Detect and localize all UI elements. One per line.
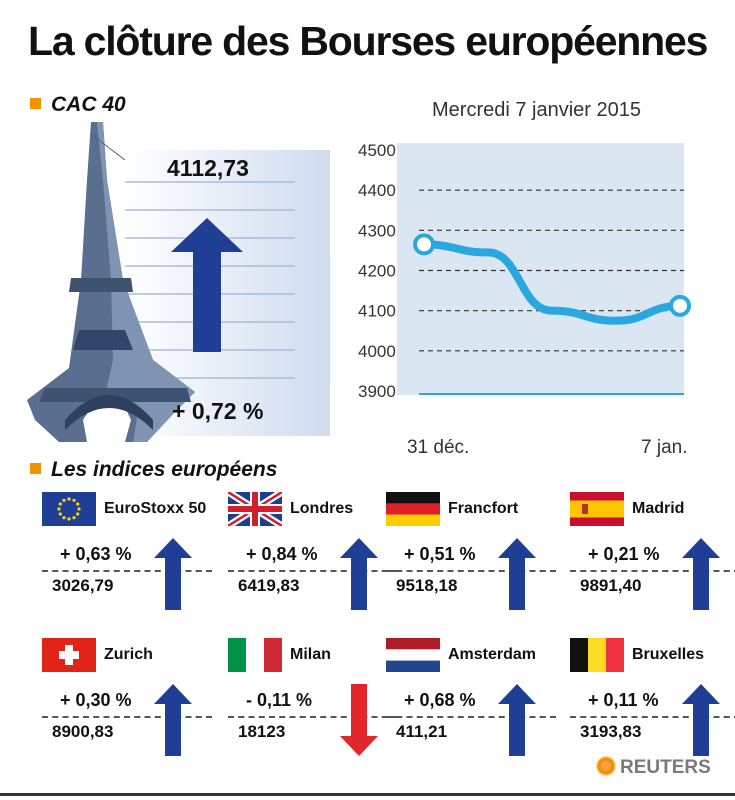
index-change: + 0,84 %	[246, 544, 318, 564]
index-name: Milan	[290, 646, 331, 663]
page-title: La clôture des Bourses européennes	[28, 18, 708, 64]
index-name: Francfort	[448, 500, 519, 517]
index-name: Amsterdam	[448, 646, 537, 663]
y-tick-label: 4500	[358, 141, 396, 160]
y-tick-label: 4100	[358, 302, 396, 321]
germany-flag-icon	[386, 492, 440, 526]
eu-flag-icon	[42, 492, 96, 526]
index-value: 9891,40	[580, 576, 642, 595]
cac-change: + 0,72 %	[172, 398, 264, 424]
dashed-divider	[570, 570, 735, 572]
dashed-divider	[42, 570, 212, 572]
index-name: Madrid	[632, 500, 685, 517]
belgium-flag-icon	[570, 638, 624, 672]
spain-flag-icon	[570, 492, 624, 526]
indices-label: Les indices européens	[51, 458, 278, 481]
index-card: Madrid + 0,21 % 9891,40	[570, 492, 735, 617]
data-point-marker	[669, 294, 691, 317]
up-arrow-icon	[154, 684, 192, 756]
index-change: + 0,11 %	[588, 690, 659, 710]
bottom-rule	[0, 793, 735, 796]
index-card: Amsterdam + 0,68 % 411,21	[386, 638, 561, 763]
dashed-divider	[386, 570, 556, 572]
up-arrow-icon	[498, 538, 536, 610]
dashed-divider	[228, 716, 398, 718]
source-label: REUTERS	[596, 755, 711, 779]
eiffel-tower-icon	[27, 122, 195, 442]
y-tick-label: 4300	[358, 221, 396, 240]
data-point-marker	[413, 233, 435, 256]
index-value: 9518,18	[396, 576, 458, 595]
series-line	[420, 240, 684, 325]
y-tick-label: 4200	[358, 262, 396, 281]
index-change: + 0,63 %	[60, 544, 132, 564]
y-tick-label: 4000	[358, 342, 396, 361]
index-card: EuroStoxx 50 + 0,63 % 3026,79	[42, 492, 217, 617]
cac-label: CAC 40	[51, 93, 126, 116]
indices-section-heading: Les indices européens	[30, 458, 277, 482]
index-change: + 0,21 %	[588, 544, 660, 564]
index-name: EuroStoxx 50	[104, 500, 207, 517]
italy-flag-icon	[228, 638, 282, 672]
dashed-divider	[42, 716, 212, 718]
bullet-square-icon	[30, 462, 41, 474]
up-arrow-icon	[498, 684, 536, 756]
index-card: Londres + 0,84 % 6419,83	[228, 492, 403, 617]
x-date-start: 31 déc.	[407, 437, 470, 458]
index-change: + 0,68 %	[404, 690, 476, 710]
index-card: Francfort + 0,51 % 9518,18	[386, 492, 561, 617]
index-card: Bruxelles + 0,11 % 3193,83	[570, 638, 735, 763]
chart-title: Mercredi 7 janvier 2015	[432, 99, 641, 121]
cac-section-heading: CAC 40	[30, 93, 126, 117]
index-card: Zurich + 0,30 % 8900,83	[42, 638, 217, 763]
cac-up-arrow-icon	[171, 218, 243, 352]
switzerland-flag-icon	[42, 638, 96, 672]
index-value: 8900,83	[52, 722, 114, 741]
netherlands-flag-icon	[386, 638, 440, 672]
index-change: + 0,30 %	[60, 690, 132, 710]
source-text: REUTERS	[620, 757, 711, 778]
y-tick-label: 4400	[358, 181, 396, 200]
index-change: - 0,11 %	[246, 690, 313, 710]
dashed-divider	[570, 716, 735, 718]
up-arrow-icon	[340, 538, 378, 610]
index-change: + 0,51 %	[404, 544, 476, 564]
index-value: 6419,83	[238, 576, 300, 595]
index-name: Zurich	[104, 646, 153, 663]
y-tick-label: 3900	[358, 382, 396, 401]
index-name: Londres	[290, 500, 354, 517]
up-arrow-icon	[682, 684, 720, 756]
up-arrow-icon	[682, 538, 720, 610]
reuters-logo-icon	[596, 755, 616, 776]
uk-flag-icon	[228, 492, 282, 526]
plot-background	[397, 143, 684, 395]
index-value: 3026,79	[52, 576, 114, 595]
index-value: 3193,83	[580, 722, 642, 741]
cac-line-chart: 4500440043004200410040003900MVLMM	[358, 141, 691, 401]
dashed-divider	[386, 716, 556, 718]
cac-illustration	[27, 122, 330, 442]
down-arrow-icon	[340, 684, 378, 756]
up-arrow-icon	[154, 538, 192, 610]
dashed-divider	[228, 570, 398, 572]
x-date-end: 7 jan.	[641, 437, 688, 458]
index-value: 411,21	[396, 722, 448, 741]
index-card: Milan - 0,11 % 18123	[228, 638, 403, 763]
index-name: Bruxelles	[632, 646, 705, 663]
index-value: 18123	[238, 722, 286, 741]
cac-value: 4112,73	[167, 155, 249, 181]
bullet-square-icon	[30, 97, 41, 109]
